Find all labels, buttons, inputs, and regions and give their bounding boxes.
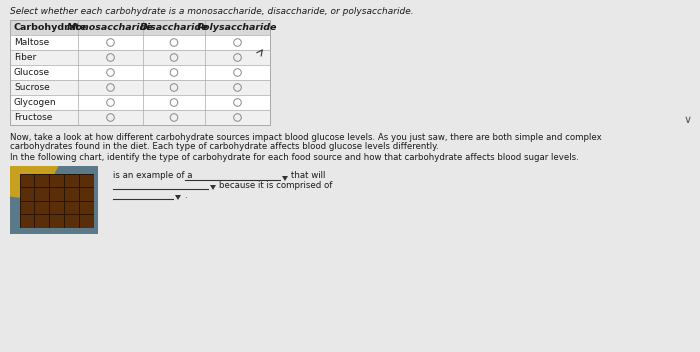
- Bar: [20, 188, 34, 201]
- Bar: [80, 201, 94, 214]
- Bar: [80, 175, 94, 187]
- Bar: [35, 201, 49, 214]
- Bar: [80, 215, 94, 227]
- Bar: [10, 95, 270, 110]
- Bar: [10, 110, 270, 125]
- Text: ∨: ∨: [684, 115, 692, 125]
- Text: Sucrose: Sucrose: [14, 83, 50, 92]
- Bar: [10, 50, 270, 65]
- Bar: [80, 188, 94, 201]
- Polygon shape: [282, 176, 288, 181]
- Text: Glycogen: Glycogen: [14, 98, 57, 107]
- Text: because it is comprised of: because it is comprised of: [219, 181, 332, 190]
- Text: In the following chart, identify the type of carbohydrate for each food source a: In the following chart, identify the typ…: [10, 153, 579, 162]
- Text: that will: that will: [291, 171, 326, 180]
- Bar: [10, 20, 270, 125]
- Polygon shape: [210, 185, 216, 190]
- Text: Fiber: Fiber: [14, 53, 36, 62]
- Bar: [20, 201, 34, 214]
- Text: .: .: [184, 191, 187, 200]
- Bar: [10, 35, 270, 50]
- Polygon shape: [10, 166, 58, 200]
- Text: Polysaccharide: Polysaccharide: [197, 23, 278, 32]
- Bar: [65, 201, 78, 214]
- Text: Disaccharide: Disaccharide: [140, 23, 209, 32]
- Text: Fructose: Fructose: [14, 113, 52, 122]
- Text: Now, take a look at how different carbohydrate sources impact blood glucose leve: Now, take a look at how different carboh…: [10, 133, 602, 142]
- Bar: [35, 175, 49, 187]
- Bar: [65, 215, 78, 227]
- Bar: [20, 215, 34, 227]
- Bar: [20, 175, 34, 187]
- Bar: [20, 174, 94, 228]
- Bar: [65, 188, 78, 201]
- Text: is an example of a: is an example of a: [113, 171, 192, 180]
- Bar: [10, 65, 270, 80]
- Bar: [50, 175, 64, 187]
- Bar: [35, 188, 49, 201]
- Text: carbohydrates found in the diet. Each type of carbohydrate affects blood glucose: carbohydrates found in the diet. Each ty…: [10, 142, 439, 151]
- Bar: [35, 215, 49, 227]
- Bar: [50, 188, 64, 201]
- Polygon shape: [175, 195, 181, 200]
- Bar: [65, 175, 78, 187]
- Bar: [10, 80, 270, 95]
- Bar: [10, 20, 270, 35]
- Bar: [50, 201, 64, 214]
- Text: Carbohydrate: Carbohydrate: [14, 23, 88, 32]
- Bar: [50, 215, 64, 227]
- Bar: [10, 166, 98, 234]
- Text: Glucose: Glucose: [14, 68, 50, 77]
- Text: Maltose: Maltose: [14, 38, 49, 47]
- Text: Select whether each carbohydrate is a monosaccharide, disaccharide, or polysacch: Select whether each carbohydrate is a mo…: [10, 7, 414, 16]
- Text: Monosaccharide: Monosaccharide: [67, 23, 154, 32]
